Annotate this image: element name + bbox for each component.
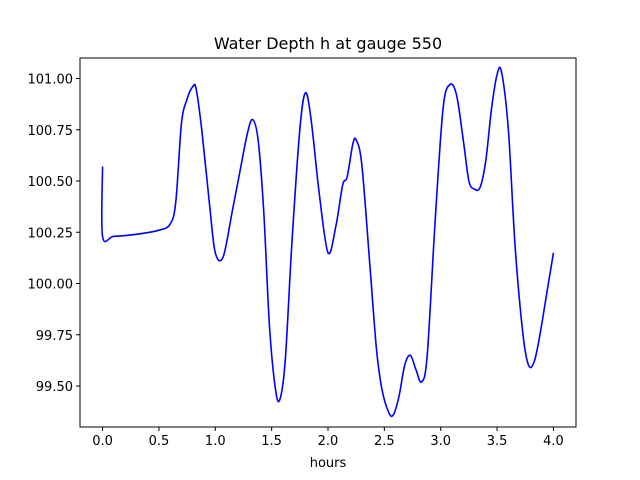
x-tick-label: 0.5 bbox=[149, 434, 170, 449]
x-axis-label: hours bbox=[310, 456, 347, 471]
y-tick-label: 100.75 bbox=[28, 124, 74, 139]
y-tick-label: 99.75 bbox=[36, 329, 73, 344]
x-tick-label: 1.0 bbox=[205, 434, 226, 449]
y-tick-label: 100.25 bbox=[28, 226, 74, 241]
plot-area bbox=[79, 57, 577, 428]
x-tick-label: 1.5 bbox=[261, 434, 282, 449]
y-tick-label: 99.50 bbox=[36, 380, 73, 395]
y-tick-label: 101.00 bbox=[28, 73, 74, 88]
plot-background bbox=[80, 58, 576, 427]
data-layer bbox=[100, 66, 555, 418]
x-tick-label: 4.0 bbox=[543, 434, 564, 449]
y-tick-label: 100.50 bbox=[28, 175, 74, 190]
x-tick-label: 2.5 bbox=[374, 434, 395, 449]
chart-title: Water Depth h at gauge 550 bbox=[214, 34, 442, 53]
x-tick-label: 3.0 bbox=[430, 434, 451, 449]
y-axis: 99.50 99.75 100.00 100.25 100.50 100.75 101.00 bbox=[28, 73, 80, 395]
x-axis: 0.0 0.5 1.0 1.5 2.0 2.5 3.0 3.5 4.0 bbox=[92, 427, 564, 449]
series-line-0 bbox=[100, 66, 555, 418]
x-tick-label: 3.5 bbox=[487, 434, 508, 449]
x-tick-label: 2.0 bbox=[318, 434, 339, 449]
y-tick-label: 100.00 bbox=[28, 278, 74, 293]
x-tick-label: 0.0 bbox=[92, 434, 113, 449]
